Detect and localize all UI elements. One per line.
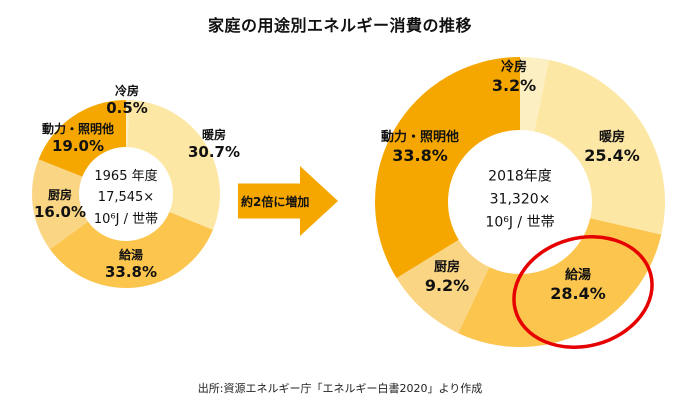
label-hotwater-1965: 給湯 33.8% <box>104 248 158 281</box>
label-kitchen-1965: 厨房 16.0% <box>33 188 87 221</box>
year-label-1965: 1965 年度 <box>94 168 158 184</box>
total-unit-1965: 10⁶J / 世帯 <box>93 211 159 227</box>
increase-arrow: 約2倍に増加 <box>238 166 338 236</box>
donut-segment <box>520 57 549 132</box>
donut-segment <box>126 100 129 148</box>
donut-segment <box>396 239 490 334</box>
label-heating-1965: 暖房 30.7% <box>187 128 241 161</box>
donut-segment <box>127 100 220 230</box>
donut-segment <box>458 218 662 347</box>
label-cooling-1965: 冷房 0.5% <box>106 84 148 117</box>
donut-segment <box>31 159 88 250</box>
total-value-1965: 17,545× <box>97 190 155 206</box>
donut-segment <box>375 57 520 279</box>
donut-center-2018: 2018年度 31,320× 10⁶J / 世帯 <box>485 165 554 234</box>
highlight-circle <box>512 235 654 349</box>
donut-segment <box>49 211 213 288</box>
total-value-2018: 31,320× <box>489 191 551 208</box>
donut-chart-1965 <box>31 100 220 288</box>
donut-segment <box>534 59 665 235</box>
chart-title: 家庭の用途別エネルギー消費の推移 <box>207 16 472 35</box>
label-hotwater-2018: 給湯 28.4% <box>550 268 606 304</box>
year-label-2018: 2018年度 <box>488 168 552 185</box>
label-power-1965: 動力・照明他 19.0% <box>41 122 115 155</box>
donut-center-1965: 1965 年度 17,545× 10⁶J / 世帯 <box>94 166 158 230</box>
label-heating-2018: 暖房 25.4% <box>584 130 640 166</box>
label-kitchen-2018: 厨房 9.2% <box>424 260 470 296</box>
donut-chart-2018 <box>375 57 665 349</box>
increase-arrow-label: 約2倍に増加 <box>241 194 310 209</box>
source-note: 出所:資源エネルギー庁「エネルギー白書2020」より作成 <box>197 382 483 395</box>
label-cooling-2018: 冷房 3.2% <box>491 60 537 96</box>
label-power-2018: 動力・照明他 33.8% <box>380 130 460 166</box>
donut-segment <box>38 100 126 177</box>
total-unit-2018: 10⁶J / 世帯 <box>485 214 555 231</box>
